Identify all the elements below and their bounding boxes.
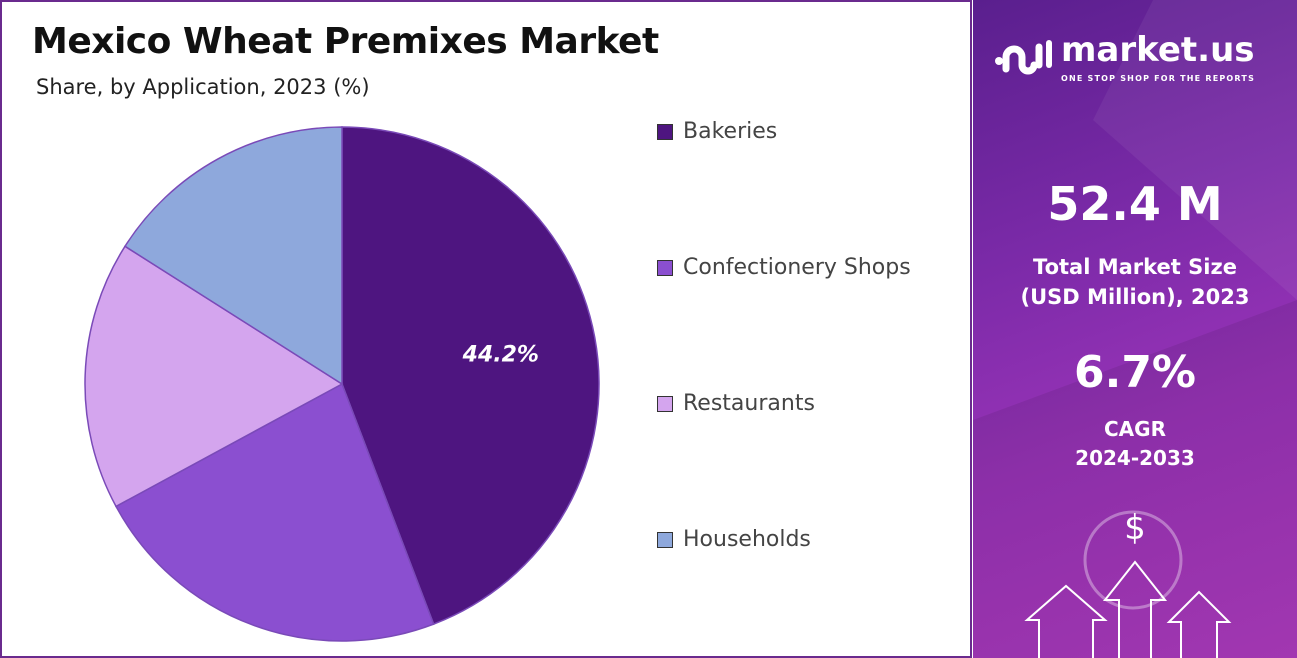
legend-swatch [657,396,673,412]
chart-title: Mexico Wheat Premixes Market [32,21,659,62]
pie-slice-restaurants [84,245,344,508]
chart-subtitle: Share, by Application, 2023 (%) [36,75,370,99]
cagr-period: 2024-2033 [1075,446,1195,470]
legend-swatch [657,260,673,276]
legend-item: Restaurants [657,390,815,418]
pie-chart: 44.2% [84,126,600,642]
legend-label: Restaurants [683,391,815,416]
brand-tagline: ONE STOP SHOP FOR THE REPORTS [1061,74,1256,83]
background-decoration [973,0,1297,658]
chart-panel: Mexico Wheat Premixes Market Share, by A… [0,0,972,658]
legend-label: Households [683,527,811,552]
dollar-icon: $ [1124,508,1146,548]
legend-item: Bakeries [657,118,777,146]
pie-slice-confectionery-shops [114,382,435,642]
cagr-value: 6.7% [1073,347,1197,398]
legend-swatch [657,532,673,548]
market-size-value: 52.4 M [1047,177,1223,231]
legend-label: Bakeries [683,119,778,144]
logo-icon [995,40,1052,75]
growth-arrows-icon [1024,560,1232,658]
brand-logo: market.us ONE STOP SHOP FOR THE REPORTS [993,30,1255,84]
market-size-label: Total Market Size [1033,255,1237,279]
summary-panel: market.us ONE STOP SHOP FOR THE REPORTS … [973,0,1297,658]
legend-swatch [657,124,673,140]
brand-name: market.us [1061,30,1255,70]
legend-label: Confectionery Shops [683,255,911,280]
pie-slice-bakeries [341,126,600,626]
cagr-label: CAGR [1104,417,1166,441]
market-size-unit-label: (USD Million), 2023 [1020,285,1250,309]
legend-item: Households [657,526,811,554]
data-label: 44.2% [462,342,539,367]
legend-item: Confectionery Shops [657,254,911,282]
pie-slice-households [123,126,343,386]
